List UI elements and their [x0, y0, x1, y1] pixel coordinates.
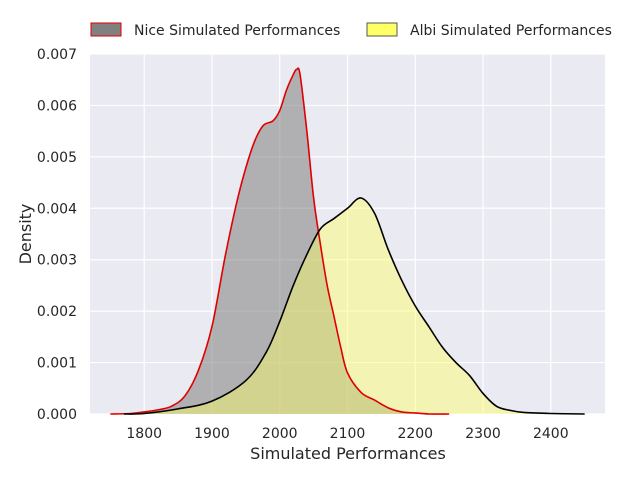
- y-axis-label: Density: [16, 204, 35, 265]
- x-axis-label: Simulated Performances: [250, 444, 446, 463]
- y-tick-label: 0.007: [37, 47, 77, 63]
- y-tick-label: 0.001: [37, 356, 77, 372]
- x-tick-label: 1800: [126, 426, 162, 442]
- x-tick-label: 2200: [397, 426, 433, 442]
- legend-label-albi: Albi Simulated Performances: [410, 23, 612, 39]
- legend: Nice Simulated Performances Albi Simulat…: [90, 22, 612, 39]
- x-tick-label: 1900: [194, 426, 230, 442]
- y-tick-label: 0.000: [37, 407, 77, 423]
- legend-label-nice: Nice Simulated Performances: [134, 23, 340, 39]
- y-tick-label: 0.004: [37, 201, 77, 217]
- y-tick-label: 0.006: [37, 98, 77, 114]
- density-line-albi: [123, 197, 585, 415]
- x-tick-label: 2000: [262, 426, 298, 442]
- x-axis-ticks: 1800 1900 2000 2100 2200 2300 2400: [126, 426, 568, 442]
- y-axis-ticks: 0.000 0.001 0.002 0.003 0.004 0.005 0.006 0.007: [37, 47, 77, 423]
- x-tick-label: 2300: [465, 426, 501, 442]
- legend-swatch-albi: [366, 22, 398, 37]
- density-line-nice: [110, 67, 450, 415]
- x-tick-label: 2100: [330, 426, 366, 442]
- density-area-albi: [123, 197, 585, 415]
- y-tick-label: 0.005: [37, 150, 77, 166]
- x-tick-label: 2400: [533, 426, 569, 442]
- density-areas: [110, 67, 585, 415]
- y-tick-label: 0.003: [37, 253, 77, 269]
- y-tick-label: 0.002: [37, 304, 77, 320]
- density-area-nice: [110, 68, 450, 415]
- legend-swatch-nice: [90, 22, 122, 37]
